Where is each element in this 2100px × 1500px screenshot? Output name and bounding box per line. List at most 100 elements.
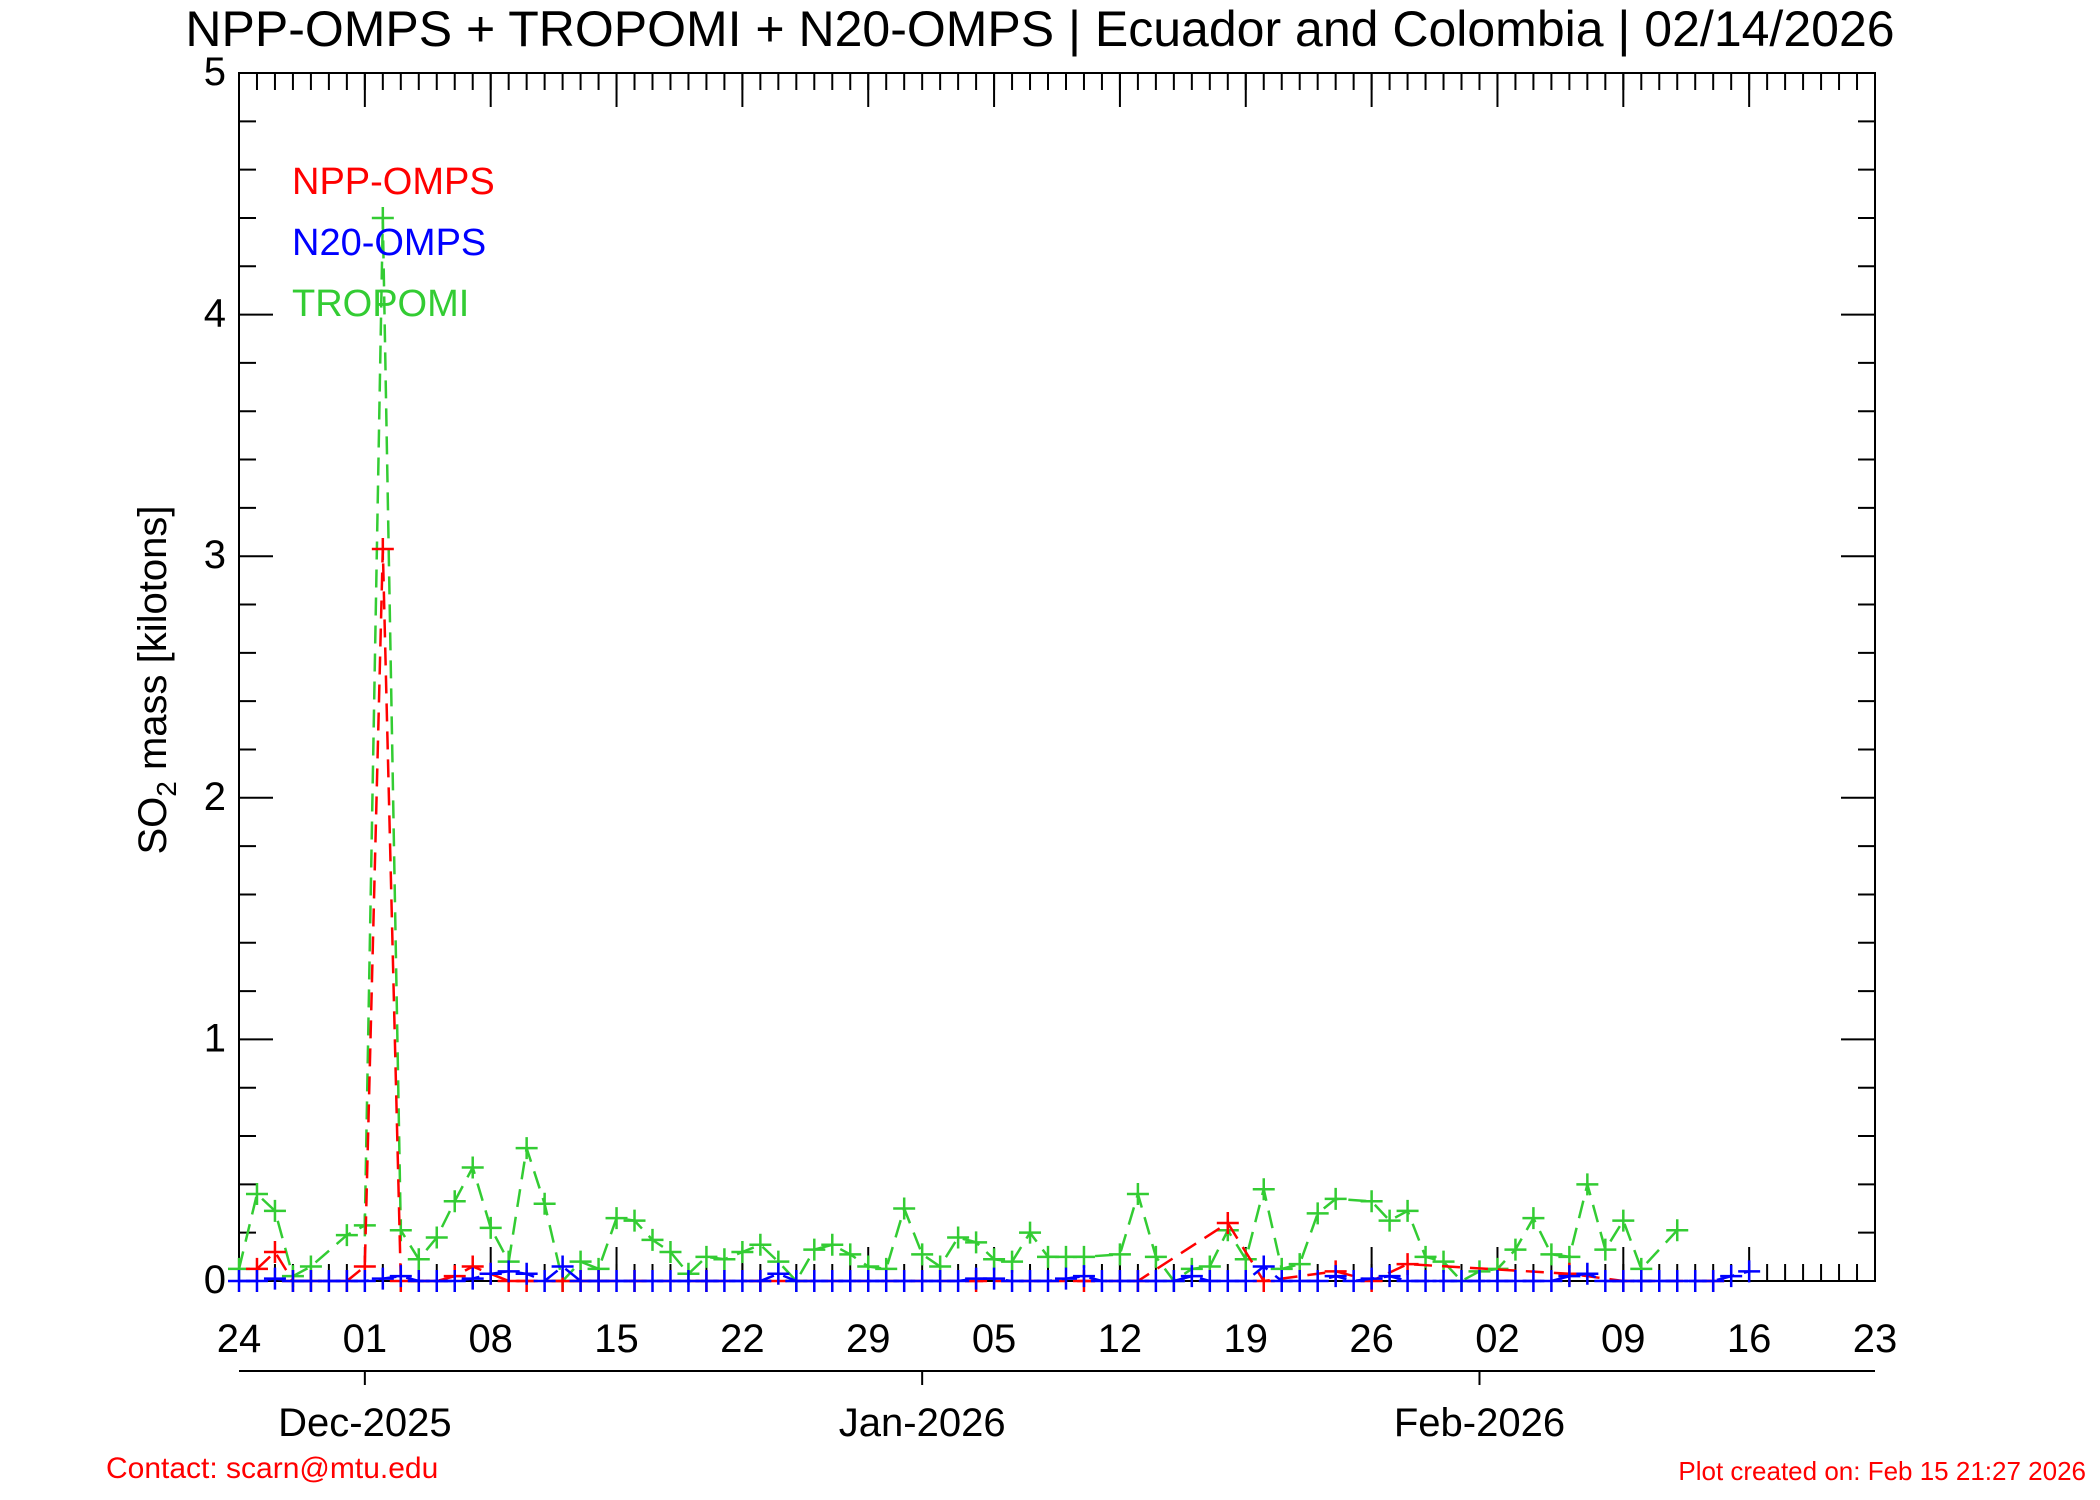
data-point-n20-omps-2026-02-16 <box>1738 1260 1761 1283</box>
data-point-n20-omps-2025-12-06 <box>443 1270 466 1292</box>
data-point-n20-omps-2026-01-09 <box>1054 1267 1077 1290</box>
data-point-n20-omps-2025-11-25 <box>245 1270 268 1292</box>
data-point-n20-omps-2026-02-15 <box>1720 1265 1743 1288</box>
x-tick-label: 26 <box>1349 1317 1394 1361</box>
data-point-n20-omps-2026-01-05 <box>983 1267 1006 1290</box>
data-point-tropomi-2026-01-01 <box>911 1243 934 1266</box>
data-point-npp-omps-2026-01-18 <box>1216 1212 1239 1235</box>
data-point-tropomi-2025-12-10 <box>515 1137 538 1160</box>
series-tropomi <box>228 206 1689 1292</box>
data-point-tropomi-2026-01-10 <box>1072 1245 1095 1268</box>
y-tick-label: 3 <box>204 533 226 577</box>
x-tick-label: 29 <box>846 1317 891 1361</box>
series-line-npp-omps <box>256 548 1714 1283</box>
data-point-n20-omps-2026-01-23 <box>1306 1270 1329 1292</box>
x-tick-label: 09 <box>1601 1317 1646 1361</box>
data-point-tropomi-2025-12-27 <box>821 1233 844 1256</box>
data-point-tropomi-2026-01-28 <box>1396 1199 1419 1222</box>
y-tick-label: 1 <box>204 1016 226 1060</box>
x-tick-label: 08 <box>468 1317 513 1361</box>
data-point-n20-omps-2026-01-27 <box>1378 1265 1401 1288</box>
data-point-n20-omps-2026-01-25 <box>1342 1270 1365 1292</box>
data-point-n20-omps-2026-01-19 <box>1234 1270 1257 1292</box>
legend-npp-omps: NPP-OMPS <box>292 161 495 203</box>
data-point-tropomi-2026-01-14 <box>1144 1245 1167 1268</box>
data-point-tropomi-2026-01-03 <box>947 1226 970 1249</box>
data-point-tropomi-2026-01-12 <box>1108 1243 1131 1266</box>
data-point-tropomi-2026-01-13 <box>1126 1183 1149 1206</box>
data-point-tropomi-2025-12-28 <box>839 1243 862 1266</box>
data-point-n20-omps-2025-12-24 <box>767 1262 790 1285</box>
y-tick-label: 5 <box>204 50 226 94</box>
data-point-n20-omps-2026-01-15 <box>1162 1270 1185 1292</box>
data-point-tropomi-2025-12-11 <box>533 1192 556 1215</box>
data-point-tropomi-2025-12-31 <box>893 1197 916 1220</box>
data-point-tropomi-2025-11-26 <box>263 1199 286 1222</box>
data-point-n20-omps-2026-01-10 <box>1072 1265 1095 1288</box>
data-point-tropomi-2026-02-09 <box>1612 1209 1635 1232</box>
data-point-tropomi-2026-01-06 <box>1001 1250 1024 1273</box>
month-label: Feb-2026 <box>1394 1401 1565 1445</box>
y-tick-label: 0 <box>204 1258 226 1302</box>
x-tick-label: 16 <box>1727 1317 1772 1361</box>
data-point-n20-omps-2026-01-08 <box>1037 1270 1060 1292</box>
data-point-tropomi-2026-01-24 <box>1324 1187 1347 1210</box>
data-point-tropomi-2025-11-25 <box>245 1183 268 1206</box>
data-point-tropomi-2025-12-18 <box>659 1241 682 1264</box>
data-point-n20-omps-2025-12-11 <box>533 1270 556 1292</box>
data-point-n20-omps-2025-12-23 <box>749 1270 772 1292</box>
data-point-n20-omps-2026-01-16 <box>1180 1265 1203 1288</box>
data-point-n20-omps-2025-12-02 <box>371 1267 394 1290</box>
data-point-tropomi-2025-12-15 <box>605 1207 628 1230</box>
data-point-tropomi-2025-12-06 <box>443 1190 466 1213</box>
data-point-n20-omps-2026-02-06 <box>1558 1265 1581 1288</box>
y-tick-label: 4 <box>204 292 226 336</box>
x-tick-label: 22 <box>720 1317 765 1361</box>
data-point-n20-omps-2026-02-14 <box>1702 1270 1725 1292</box>
data-point-tropomi-2025-11-30 <box>335 1224 358 1247</box>
data-point-tropomi-2026-01-04 <box>965 1231 988 1254</box>
series-npp-omps <box>245 537 1725 1292</box>
data-point-tropomi-2025-12-22 <box>731 1241 754 1264</box>
data-point-tropomi-2026-01-27 <box>1378 1209 1401 1232</box>
data-point-n20-omps-2025-11-26 <box>263 1267 286 1290</box>
x-tick-label: 02 <box>1475 1317 1520 1361</box>
data-point-tropomi-2025-12-23 <box>749 1233 772 1256</box>
data-point-tropomi-2026-01-07 <box>1019 1221 1042 1244</box>
data-point-npp-omps-2025-12-02 <box>371 537 394 560</box>
data-point-n20-omps-2025-12-07 <box>461 1267 484 1290</box>
data-point-tropomi-2025-12-21 <box>713 1248 736 1271</box>
data-point-n20-omps-2025-12-01 <box>353 1270 376 1292</box>
data-point-tropomi-2025-12-17 <box>641 1228 664 1251</box>
data-point-tropomi-2026-01-20 <box>1252 1178 1275 1201</box>
x-tick-label: 15 <box>594 1317 639 1361</box>
data-point-tropomi-2026-02-04 <box>1522 1207 1545 1230</box>
data-point-tropomi-2026-02-12 <box>1666 1219 1689 1242</box>
data-point-n20-omps-2026-01-26 <box>1360 1267 1383 1290</box>
data-point-n20-omps-2026-02-05 <box>1540 1270 1563 1292</box>
x-tick-label: 05 <box>972 1317 1017 1361</box>
data-point-n20-omps-2025-12-09 <box>497 1260 520 1283</box>
data-point-n20-omps-2026-01-24 <box>1324 1265 1347 1288</box>
month-label: Jan-2026 <box>839 1401 1006 1445</box>
data-point-n20-omps-2025-12-12 <box>551 1255 574 1278</box>
data-point-tropomi-2026-02-07 <box>1576 1173 1599 1196</box>
data-point-tropomi-2025-12-13 <box>569 1250 592 1273</box>
data-point-tropomi-2026-02-05 <box>1540 1243 1563 1266</box>
data-point-tropomi-2026-01-23 <box>1306 1202 1329 1225</box>
x-tick-label: 12 <box>1098 1317 1143 1361</box>
data-point-n20-omps-2026-02-07 <box>1576 1262 1599 1285</box>
data-point-tropomi-2025-12-07 <box>461 1156 484 1179</box>
y-tick-label: 2 <box>204 775 226 819</box>
data-point-tropomi-2025-12-08 <box>479 1216 502 1239</box>
legend: NPP-OMPS N20-OMPS TROPOMI <box>292 161 495 325</box>
data-point-tropomi-2025-12-05 <box>425 1226 448 1249</box>
x-tick-label: 23 <box>1853 1317 1898 1361</box>
data-point-n20-omps-2026-01-20 <box>1252 1255 1275 1278</box>
x-tick-label: 01 <box>343 1317 388 1361</box>
data-point-tropomi-2025-12-16 <box>623 1209 646 1232</box>
data-point-n20-omps-2025-12-03 <box>389 1265 412 1288</box>
data-point-n20-omps-2025-12-10 <box>515 1262 538 1285</box>
data-point-tropomi-2025-12-04 <box>407 1248 430 1271</box>
